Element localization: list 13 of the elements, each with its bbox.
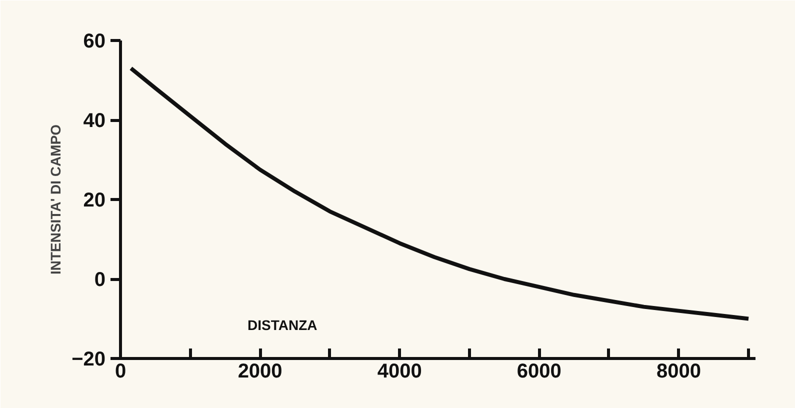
y-tick-label: −20 — [72, 348, 106, 370]
y-tick-label: 60 — [83, 30, 106, 52]
y-tick-label: 0 — [94, 269, 106, 291]
x-tick-label: 8000 — [656, 360, 701, 382]
x-tick-label: 0 — [114, 360, 126, 382]
x-axis-title: DISTANZA — [248, 317, 318, 334]
y-tick-label: 20 — [83, 190, 106, 212]
x-tick-label: 6000 — [516, 360, 562, 382]
y-axis-title: INTENSITA' DI CAMPO — [48, 124, 64, 275]
y-tick-label: 40 — [83, 110, 106, 132]
line-series — [128, 66, 751, 321]
x-tick-label: 2000 — [238, 360, 282, 382]
x-tick-label: 4000 — [377, 360, 422, 382]
